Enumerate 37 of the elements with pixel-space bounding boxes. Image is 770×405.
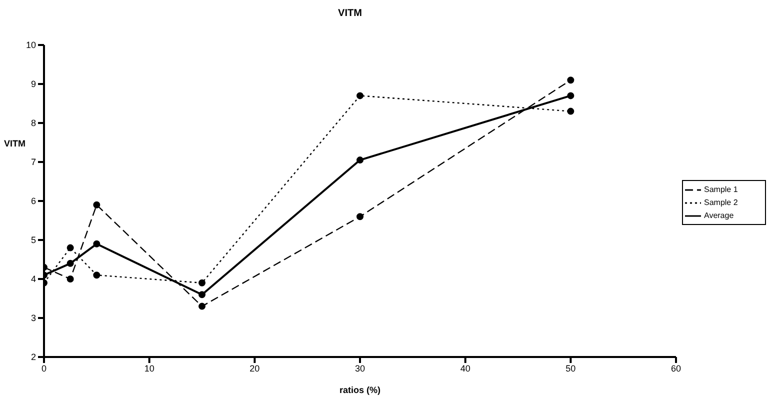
x-tick-label: 60 — [670, 363, 682, 374]
y-tick-label: 9 — [30, 79, 36, 90]
point — [66, 276, 74, 282]
point — [356, 92, 364, 100]
point — [66, 260, 74, 267]
legend-label: Sample 2 — [704, 197, 738, 209]
point — [93, 201, 100, 208]
x-tick-label: 50 — [566, 363, 576, 374]
point — [198, 279, 206, 286]
legend-label: Sample 1 — [704, 184, 738, 196]
y-tick-label: 10 — [26, 40, 36, 50]
x-tick-label: 10 — [144, 363, 154, 374]
y-tick-label: 8 — [30, 118, 36, 128]
y-tick-label: 7 — [30, 157, 36, 168]
point — [198, 302, 206, 310]
x-tick-label: 30 — [354, 363, 366, 374]
point — [93, 272, 100, 279]
point — [66, 244, 74, 252]
x-tick-label: 20 — [250, 363, 260, 374]
point — [567, 76, 574, 84]
point — [198, 291, 206, 298]
x-tick-label: 0 — [41, 363, 47, 374]
point — [356, 213, 364, 220]
y-axis-title: VITM — [4, 138, 26, 148]
y-tick-label: 6 — [30, 196, 36, 206]
y-tick-label: 5 — [30, 235, 36, 246]
legend-label: Average — [704, 210, 734, 222]
y-tick-label: 3 — [30, 313, 36, 324]
chart-title: VITM — [337, 8, 363, 19]
point — [567, 108, 574, 115]
point — [567, 92, 574, 100]
point — [93, 240, 100, 248]
y-tick-label: 2 — [30, 352, 36, 362]
x-tick-label: 40 — [460, 363, 470, 374]
x-axis-title: ratios (%) — [339, 385, 381, 395]
point — [356, 156, 364, 164]
y-tick-label: 4 — [30, 274, 36, 284]
